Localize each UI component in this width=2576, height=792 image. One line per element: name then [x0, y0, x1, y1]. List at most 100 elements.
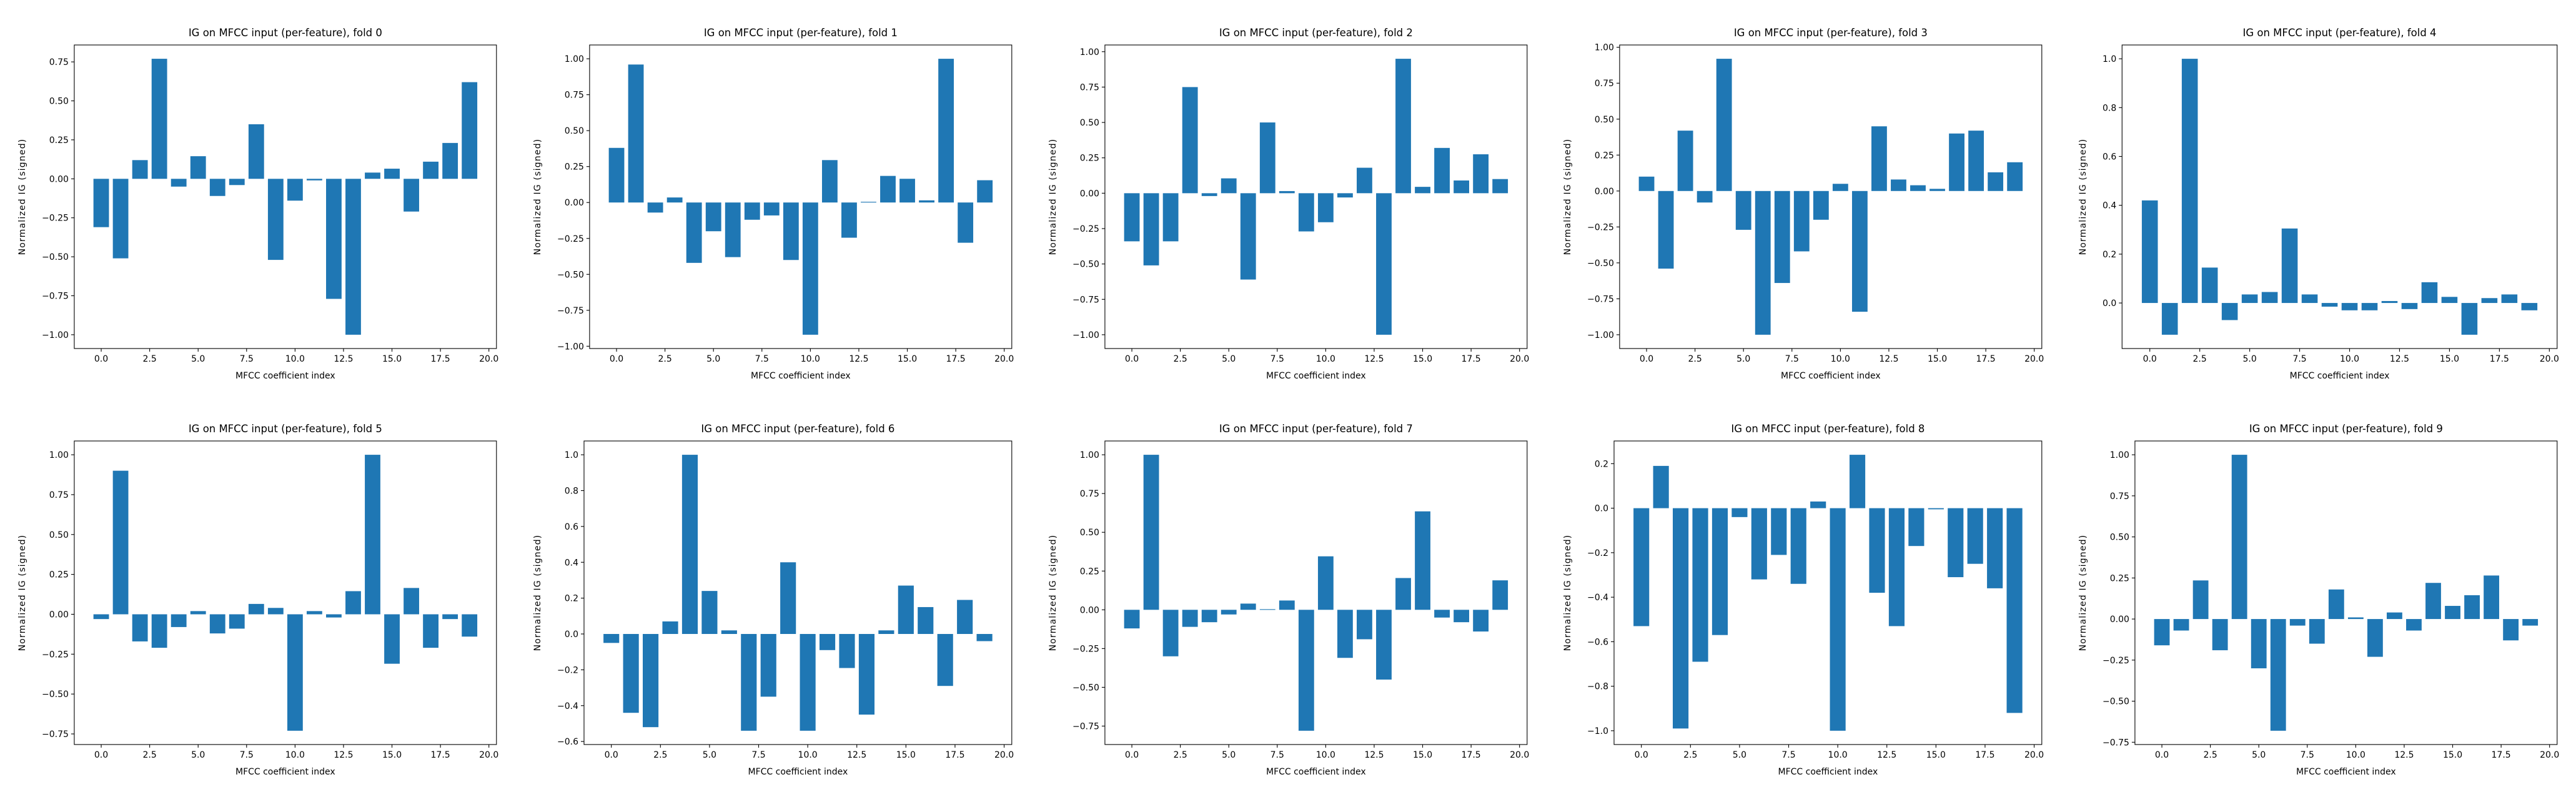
x-tick-label: 15.0 — [898, 354, 917, 364]
y-tick-label: 0.50 — [1079, 118, 1099, 128]
x-tick-label: 10.0 — [798, 750, 817, 760]
x-tick-label: 5.0 — [1222, 750, 1236, 760]
x-axis-label: MFCC coefficient index — [1266, 371, 1366, 381]
x-axis-label: MFCC coefficient index — [1266, 767, 1366, 777]
bar — [760, 633, 776, 697]
bar — [2173, 619, 2189, 631]
x-tick-label: 2.5 — [1173, 750, 1187, 760]
bar — [442, 614, 458, 620]
bar — [1298, 610, 1314, 731]
y-tick-label: −0.50 — [557, 270, 584, 280]
bar — [93, 179, 109, 227]
y-tick-label: −0.50 — [2103, 697, 2129, 707]
bar — [1143, 455, 1159, 610]
bar-chart-fold-8: −1.0 −0.8 −0.6 −0.4 −0.2 0.0 0.2 0.0 2.5 5.0 7.5 10… — [1545, 396, 2061, 792]
plot-area — [583, 440, 1013, 745]
y-tick-label: −0.25 — [2103, 656, 2129, 666]
x-tick-label: 2.5 — [142, 354, 156, 364]
bar — [1453, 610, 1469, 623]
y-axis-label: Normalized IG (signed) — [17, 535, 27, 651]
y-tick-label: 0.50 — [1079, 528, 1099, 538]
x-tick-label: 17.5 — [2490, 354, 2509, 364]
x-axis: 0.0 2.5 5.0 7.5 10.0 12.5 15.0 17.5 20.0 — [1124, 744, 1529, 760]
x-tick-label: 10.0 — [1315, 354, 1335, 364]
y-tick-label: 0.2 — [2103, 250, 2116, 260]
x-tick-label: 17.5 — [1976, 750, 1995, 760]
bar — [1813, 191, 1830, 220]
y-tick-label: 0.25 — [49, 570, 69, 580]
bar — [1678, 131, 1693, 191]
x-tick-label: 12.5 — [2395, 750, 2414, 760]
x-tick-label: 15.0 — [382, 354, 402, 364]
x-tick-label: 0.0 — [604, 750, 618, 760]
bar — [1317, 193, 1334, 222]
y-tick-label: 0.25 — [1595, 151, 1614, 161]
x-tick-label: 20.0 — [479, 750, 498, 760]
bar — [306, 611, 322, 615]
y-axis-label: Normalized IG (signed) — [17, 139, 27, 255]
chart-background — [1030, 396, 1546, 792]
x-tick-label: 20.0 — [2540, 750, 2559, 760]
bar — [841, 202, 857, 238]
x-tick-label: 0.0 — [94, 354, 108, 364]
y-tick-label: −0.75 — [42, 292, 69, 302]
chart-title: IG on MFCC input (per-feature), fold 4 — [2243, 27, 2437, 39]
bar — [628, 64, 644, 203]
x-tick-label: 12.5 — [1878, 750, 1897, 760]
bar — [2484, 575, 2500, 620]
bar — [705, 202, 721, 232]
bar — [662, 621, 678, 634]
bar — [2501, 294, 2518, 304]
y-tick-label: −1.00 — [557, 342, 584, 352]
bar — [1889, 508, 1905, 626]
y-tick-label: −0.75 — [1073, 721, 1099, 731]
chart-fold-0: −1.00 −0.75 −0.50 −0.25 0.00 0.25 0.50 0.75 0.0 2… — [0, 0, 515, 396]
y-axis: −0.75 −0.50 −0.25 0.00 0.25 0.50 0.75 1.00 — [42, 450, 74, 740]
y-axis: −0.6 −0.4 −0.2 0.0 0.2 0.4 0.6 0.8 1.0 — [557, 450, 584, 747]
bar — [2192, 580, 2209, 620]
y-axis-label: Normalized IG (signed) — [533, 139, 543, 255]
bar — [345, 591, 361, 615]
bar — [1356, 610, 1372, 640]
chart-background — [1545, 396, 2061, 792]
bar — [1143, 193, 1159, 265]
bar — [287, 179, 303, 201]
bar — [1731, 508, 1748, 517]
bar — [1771, 508, 1787, 555]
x-axis: 0.0 2.5 5.0 7.5 10.0 12.5 15.0 17.5 20.0 — [94, 744, 498, 760]
y-tick-label: −1.00 — [1587, 330, 1614, 340]
x-tick-label: 7.5 — [1785, 354, 1799, 364]
y-axis: −0.75 −0.50 −0.25 0.00 0.25 0.50 0.75 1.00 — [2103, 450, 2136, 748]
bar — [2290, 619, 2306, 626]
x-tick-label: 0.0 — [1124, 750, 1138, 760]
y-axis: −1.0 −0.8 −0.6 −0.4 −0.2 0.0 0.2 — [1587, 459, 1615, 736]
x-tick-label: 15.0 — [1413, 354, 1432, 364]
x-tick-label: 20.0 — [1510, 354, 1529, 364]
x-tick-label: 10.0 — [285, 750, 305, 760]
y-tick-label: 0.00 — [565, 198, 584, 208]
x-tick-label: 10.0 — [1315, 750, 1335, 760]
x-tick-label: 7.5 — [2293, 354, 2307, 364]
y-tick-label: −0.25 — [1587, 222, 1614, 232]
x-tick-label: 15.0 — [1928, 354, 1947, 364]
bar — [326, 179, 342, 299]
y-axis: −1.00 −0.75 −0.50 −0.25 0.00 0.25 0.50 0.75 1.00 — [1073, 47, 1105, 340]
y-tick-label: 0.0 — [565, 630, 578, 640]
y-tick-label: 0.25 — [1079, 567, 1099, 577]
y-tick-label: −0.75 — [1073, 295, 1099, 305]
bar — [1337, 193, 1353, 198]
y-tick-label: 0.00 — [2110, 615, 2129, 625]
x-tick-label: 7.5 — [1270, 750, 1284, 760]
x-tick-label: 7.5 — [755, 354, 768, 364]
y-tick-label: 0.75 — [565, 91, 584, 101]
bars — [93, 59, 478, 335]
x-tick-label: 20.0 — [2025, 354, 2044, 364]
y-tick-label: 1.00 — [565, 54, 584, 64]
bar — [899, 179, 915, 203]
x-axis-label: MFCC coefficient index — [235, 767, 335, 777]
x-tick-label: 17.5 — [945, 750, 964, 760]
bar — [462, 82, 478, 179]
y-tick-label: −0.50 — [42, 690, 69, 700]
bar — [1395, 59, 1411, 194]
x-axis: 0.0 2.5 5.0 7.5 10.0 12.5 15.0 17.5 20.0 — [1124, 348, 1529, 364]
